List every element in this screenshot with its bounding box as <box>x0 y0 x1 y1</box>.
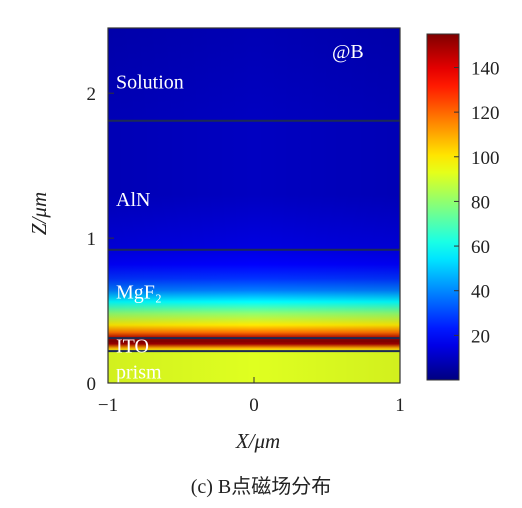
colorbar-tick-label: 60 <box>471 237 490 258</box>
y-axis-ticks: 0 1 2 <box>87 84 114 395</box>
y-axis-label: Z/μm <box>27 192 51 235</box>
colorbar-frame <box>426 33 460 381</box>
colorbar-ticks: 20 40 60 80 100 120 140 <box>454 58 500 347</box>
figure-caption: (c) B点磁场分布 <box>190 476 332 498</box>
y-tick-label: 2 <box>87 84 97 105</box>
colorbar-tick-label: 120 <box>471 103 500 124</box>
layer-boundaries <box>108 119 400 353</box>
colorbar-tick-label: 80 <box>471 192 490 213</box>
y-tick-label: 0 <box>87 374 97 395</box>
colorbar-tick-label: 140 <box>471 58 500 79</box>
x-tick-label: 0 <box>249 395 259 416</box>
x-tick-label: −1 <box>98 395 118 416</box>
colorbar-tick-label: 40 <box>471 282 490 303</box>
layer-label: MgF₂ <box>116 282 162 304</box>
colorbar-tick-label: 20 <box>471 326 490 347</box>
x-axis-label: X/μm <box>235 429 280 453</box>
layer-label: prism <box>116 361 162 383</box>
heatmap-shading <box>108 28 400 383</box>
point-marker-label: @B <box>332 41 364 63</box>
colorbar-tick-label: 100 <box>471 148 500 169</box>
layer-label: Solution <box>116 72 184 94</box>
y-tick-label: 1 <box>87 229 97 250</box>
colorbar <box>427 34 459 380</box>
x-tick-label: 1 <box>395 395 405 416</box>
layer-labels: Solution AlN MgF₂ ITO prism <box>116 72 184 384</box>
layer-label: ITO <box>116 335 149 357</box>
x-axis-ticks: −1 0 1 <box>98 377 405 416</box>
layer-label: AlN <box>116 189 150 211</box>
